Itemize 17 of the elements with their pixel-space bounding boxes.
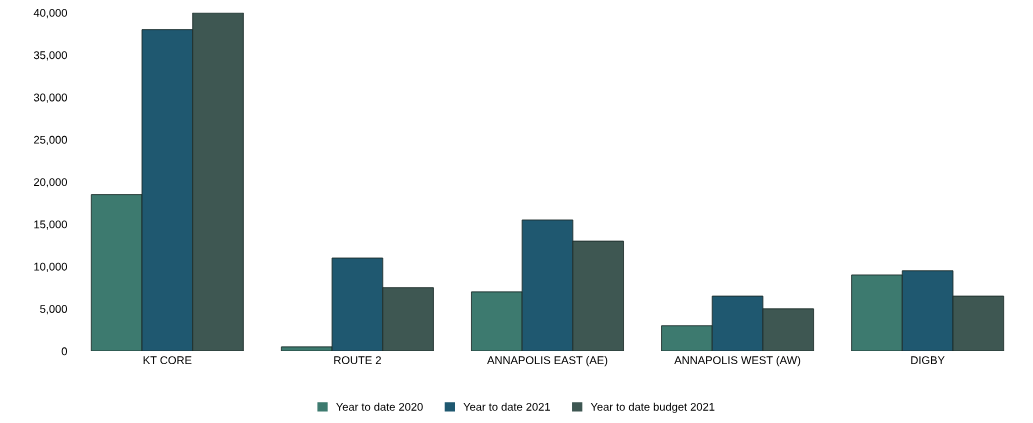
y-tick-label: 10,000 [34,262,68,272]
y-tick-label: 25,000 [34,135,68,146]
y-tick-label: 15,000 [34,220,68,230]
x-tick-label: DIGBY [911,356,945,365]
y-tick-label: 30,000 [33,93,68,103]
y-tick-label: 5,000 [40,305,68,315]
legend-label: Year to date budget 2021 [590,402,715,413]
x-tick-label: ROUTE 2 [334,356,381,365]
x-tick-label: ANNAPOLIS WEST (AW) [674,355,801,367]
y-tick-label: 0 [61,347,68,356]
y-tick-label: 35,000 [33,51,68,61]
x-tick-label: ANNAPOLIS EAST (AE) [487,355,608,367]
y-tick-label: 40,000 [33,8,68,19]
legend-label: Year to date 2021 [463,402,550,411]
legend-label: Year to date 2020 [336,402,423,411]
x-tick-label: KT CORE [143,356,192,365]
y-tick-label: 20,000 [34,178,68,188]
